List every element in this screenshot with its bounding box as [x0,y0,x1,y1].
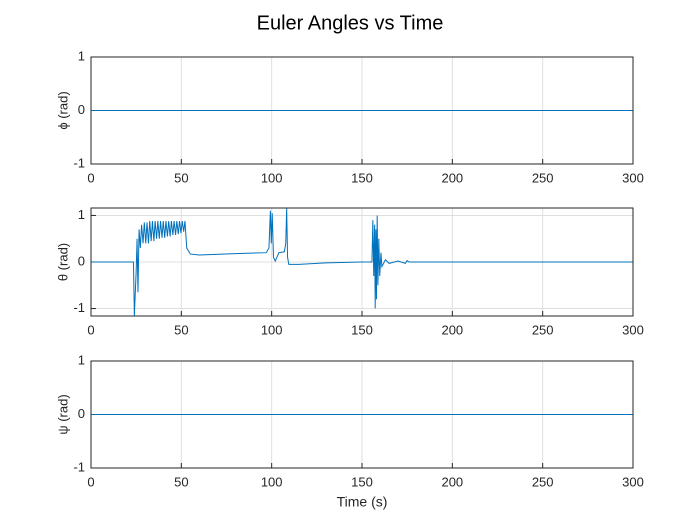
x-tick-label: 100 [261,322,283,337]
y-tick-label: 0 [78,253,85,268]
y-tick-label: 1 [78,48,85,63]
y-tick-label: 1 [78,352,85,367]
x-tick-label: 50 [174,474,188,489]
x-tick-label: 50 [174,170,188,185]
x-tick-label: 100 [261,170,283,185]
y-axis-label: ψ (rad) [55,394,70,434]
x-tick-label: 50 [174,322,188,337]
axes-box [90,207,634,317]
x-axis-label: Time (s) [337,494,388,510]
x-tick-label: 200 [441,474,463,489]
x-tick-label: 300 [622,322,644,337]
x-tick-label: 150 [351,170,373,185]
y-tick-label: 0 [78,102,85,117]
data-line [91,208,633,316]
y-tick-label: 1 [78,207,85,222]
x-tick-label: 300 [622,170,644,185]
y-tick-label: -1 [73,155,85,170]
x-tick-label: 250 [532,474,554,489]
x-tick-label: 300 [622,474,644,489]
x-tick-label: 150 [351,322,373,337]
axes-box [90,360,634,469]
x-tick-label: 0 [87,170,94,185]
y-tick-label: -1 [73,459,85,474]
figure-title: Euler Angles vs Time [257,12,444,34]
axes-box [90,56,634,165]
x-tick-label: 250 [532,170,554,185]
x-tick-label: 200 [441,322,463,337]
x-tick-label: 0 [87,474,94,489]
x-tick-label: 200 [441,170,463,185]
x-tick-label: 250 [532,322,554,337]
y-tick-label: -1 [73,300,85,315]
x-tick-label: 100 [261,474,283,489]
x-tick-label: 150 [351,474,373,489]
y-tick-label: 0 [78,406,85,421]
x-tick-label: 0 [87,322,94,337]
y-axis-label: ϕ (rad) [55,91,70,129]
y-axis-label: θ (rad) [55,243,70,281]
